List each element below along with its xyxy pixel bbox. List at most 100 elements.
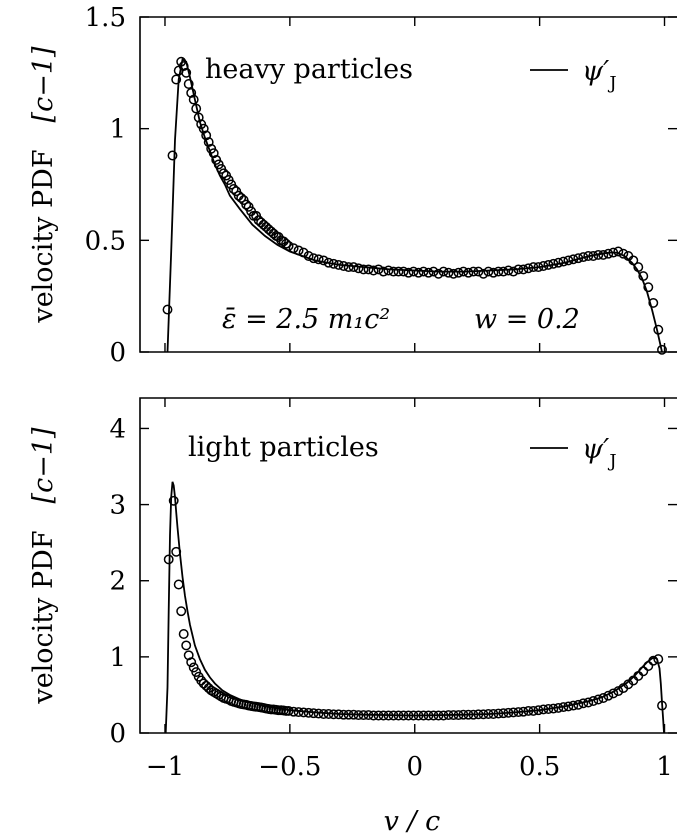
data-point xyxy=(483,266,494,277)
data-point xyxy=(518,264,529,275)
data-point xyxy=(208,148,219,159)
data-point xyxy=(533,705,544,716)
y-tick-label: 1 xyxy=(109,643,126,673)
data-point xyxy=(493,266,504,277)
data-point xyxy=(523,705,534,716)
w-annotation: w = 0.2 xyxy=(474,304,580,335)
data-point xyxy=(463,267,474,278)
data-point xyxy=(508,266,519,277)
data-point xyxy=(343,709,354,720)
data-point xyxy=(196,675,207,686)
data-point xyxy=(378,710,389,721)
x-tick-label: −0.5 xyxy=(258,752,321,782)
data-point xyxy=(473,709,484,720)
data-point xyxy=(163,554,174,565)
data-point xyxy=(308,253,319,264)
data-point xyxy=(583,697,594,708)
data-point xyxy=(162,304,173,315)
data-point xyxy=(628,255,639,266)
data-point xyxy=(388,266,399,277)
data-point xyxy=(188,94,199,105)
data-point xyxy=(176,606,187,617)
data-point xyxy=(463,709,474,720)
data-point xyxy=(283,240,294,251)
legend-label: ψ′J xyxy=(582,434,617,472)
data-point xyxy=(171,74,182,85)
data-point xyxy=(348,709,359,720)
data-point xyxy=(638,666,649,677)
data-point xyxy=(613,686,624,697)
data-point xyxy=(573,699,584,710)
legend-label: ψ′J xyxy=(582,56,617,94)
data-point xyxy=(483,709,494,719)
panel-title: light particles xyxy=(188,432,379,463)
energy-annotation: ε̄ = 2.5 m₁c² xyxy=(222,304,390,335)
data-point xyxy=(433,268,444,279)
data-point xyxy=(453,267,464,278)
data-point xyxy=(428,266,439,277)
data-point xyxy=(438,266,449,277)
data-point xyxy=(383,710,394,721)
data-point xyxy=(181,67,192,78)
data-point xyxy=(358,710,369,721)
panel-title: heavy particles xyxy=(205,54,413,85)
data-point xyxy=(423,710,434,721)
data-point xyxy=(183,79,194,89)
y-tick-label: 1.5 xyxy=(85,3,126,33)
data-point xyxy=(478,268,489,279)
data-point xyxy=(178,61,189,72)
data-point xyxy=(453,710,464,721)
data-point xyxy=(173,579,184,590)
data-point xyxy=(418,266,429,277)
data-point xyxy=(218,168,229,179)
x-axis-label-text: v / c xyxy=(384,806,441,837)
data-point xyxy=(363,710,374,721)
data-point xyxy=(553,702,564,713)
x-axis-label: v / c xyxy=(384,806,441,837)
data-point xyxy=(468,266,479,277)
data-point xyxy=(643,282,654,293)
data-point xyxy=(241,199,252,210)
data-point xyxy=(388,710,399,721)
data-point xyxy=(198,123,209,134)
data-point xyxy=(228,184,239,194)
data-point xyxy=(558,702,569,713)
y-tick-label: 2 xyxy=(109,567,126,597)
data-point xyxy=(353,263,364,274)
data-point xyxy=(178,629,189,639)
data-point xyxy=(468,709,479,720)
data-point xyxy=(313,254,324,265)
data-point xyxy=(181,640,192,651)
y-tick-label: 3 xyxy=(109,491,126,521)
data-point xyxy=(543,704,554,714)
data-point xyxy=(593,694,604,705)
data-point xyxy=(553,257,564,268)
data-point xyxy=(293,245,304,256)
data-point xyxy=(448,710,459,721)
y-tick-label: 4 xyxy=(109,414,126,444)
y-axis-label: velocity PDF [c−1] xyxy=(28,46,59,324)
data-point xyxy=(528,262,539,273)
data-point xyxy=(288,243,299,254)
data-point xyxy=(303,251,314,261)
data-point xyxy=(588,251,599,261)
data-point xyxy=(303,707,314,718)
data-point xyxy=(518,706,529,717)
data-point xyxy=(413,710,424,721)
data-point xyxy=(563,255,574,266)
data-point xyxy=(613,246,624,257)
data-point xyxy=(543,259,554,270)
data-point xyxy=(598,249,609,260)
data-point xyxy=(438,710,449,721)
data-point xyxy=(393,266,404,277)
data-point xyxy=(653,324,664,335)
data-point xyxy=(333,259,344,270)
data-point xyxy=(393,710,404,721)
data-point xyxy=(568,254,579,265)
data-point xyxy=(548,703,559,714)
data-point xyxy=(608,247,619,258)
data-point xyxy=(633,262,644,273)
x-tick-label: 1 xyxy=(656,752,673,782)
data-point xyxy=(348,262,359,273)
